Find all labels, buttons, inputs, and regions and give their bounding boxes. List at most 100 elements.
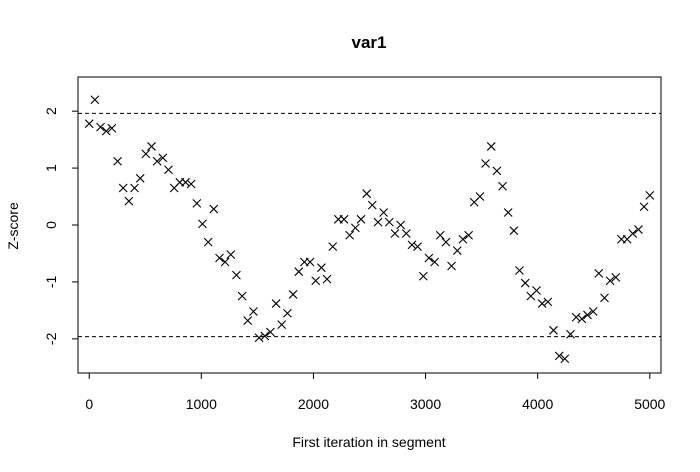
x-axis-label: First iteration in segment (292, 434, 445, 450)
data-point (367, 200, 377, 210)
x-tick-label: 0 (85, 396, 93, 412)
data-point (356, 214, 366, 224)
data-point (311, 276, 321, 286)
data-point (328, 242, 338, 252)
data-point (192, 198, 202, 208)
data-point (226, 250, 236, 259)
data-point (418, 271, 428, 281)
data-point (430, 257, 440, 267)
data-point (560, 354, 570, 364)
data-point (141, 149, 151, 159)
data-point (509, 226, 519, 236)
data-point (424, 253, 434, 263)
data-point (447, 261, 456, 271)
data-point (277, 320, 287, 330)
data-point (84, 119, 94, 129)
data-point (249, 307, 258, 316)
data-point (243, 316, 253, 326)
data-point (571, 312, 581, 322)
data-point (317, 263, 326, 273)
data-point (549, 325, 558, 335)
data-point (475, 192, 485, 201)
y-tick-label: -1 (43, 275, 59, 288)
y-axis: -2 -1 0 1 2 (43, 107, 78, 345)
data-point (237, 291, 247, 301)
data-point (537, 299, 547, 308)
data-point (107, 123, 117, 133)
data-point (130, 183, 139, 193)
data-point (458, 234, 468, 244)
data-point (373, 217, 383, 227)
data-point (152, 156, 162, 166)
plot-frame (77, 76, 662, 374)
data-point (452, 246, 462, 256)
data-point (186, 179, 196, 189)
data-point (220, 257, 230, 267)
data-point (362, 189, 372, 199)
data-point (486, 142, 496, 151)
data-point (158, 153, 168, 163)
data-point (288, 290, 298, 299)
data-point (209, 204, 219, 214)
data-point (271, 299, 281, 308)
x-tick-label: 4000 (522, 396, 553, 412)
y-tick-label: -2 (43, 332, 59, 345)
data-point (645, 191, 655, 200)
data-point (515, 266, 524, 275)
data-point (135, 173, 145, 183)
data-point (283, 308, 292, 318)
data-point (435, 230, 445, 240)
data-point (215, 253, 224, 263)
data-points (84, 95, 655, 364)
data-point (520, 278, 530, 288)
data-point (639, 202, 649, 212)
data-point (181, 177, 190, 187)
data-point (600, 293, 609, 303)
data-point (441, 237, 451, 247)
data-point (481, 159, 490, 168)
data-point (90, 95, 100, 105)
data-point (232, 270, 241, 280)
data-point (147, 142, 156, 151)
data-point (634, 225, 643, 234)
data-point (260, 331, 270, 341)
data-point (594, 268, 604, 278)
data-point (407, 240, 417, 250)
data-point (390, 229, 400, 238)
data-point (96, 122, 105, 132)
data-point (588, 307, 598, 316)
chart-title: var1 (352, 33, 387, 52)
data-point (464, 230, 473, 240)
data-point (611, 272, 621, 282)
data-point (396, 220, 406, 230)
data-point (305, 257, 315, 267)
data-point (113, 156, 122, 166)
x-tick-label: 3000 (410, 396, 441, 412)
data-point (294, 267, 304, 277)
data-point (554, 351, 564, 361)
data-point (345, 230, 355, 240)
data-point (543, 297, 553, 307)
data-point (503, 208, 513, 217)
y-axis-label: Z-score (5, 202, 21, 250)
y-tick-label: 1 (43, 164, 59, 172)
data-point (498, 181, 507, 191)
data-point (379, 208, 389, 217)
data-point (413, 242, 422, 252)
y-tick-label: 2 (43, 107, 59, 115)
data-point (605, 276, 615, 286)
y-tick-label: 0 (43, 221, 59, 229)
data-point (628, 229, 638, 238)
data-point (583, 310, 592, 320)
data-point (266, 327, 275, 337)
data-point (339, 214, 349, 224)
data-point (566, 329, 575, 339)
data-point (198, 219, 207, 229)
x-tick-label: 5000 (634, 396, 665, 412)
data-point (322, 274, 332, 284)
x-axis: 0 1000 2000 3000 4000 5000 (85, 373, 666, 412)
x-tick-label: 1000 (186, 396, 217, 412)
data-point (118, 183, 128, 193)
data-point (492, 166, 502, 176)
